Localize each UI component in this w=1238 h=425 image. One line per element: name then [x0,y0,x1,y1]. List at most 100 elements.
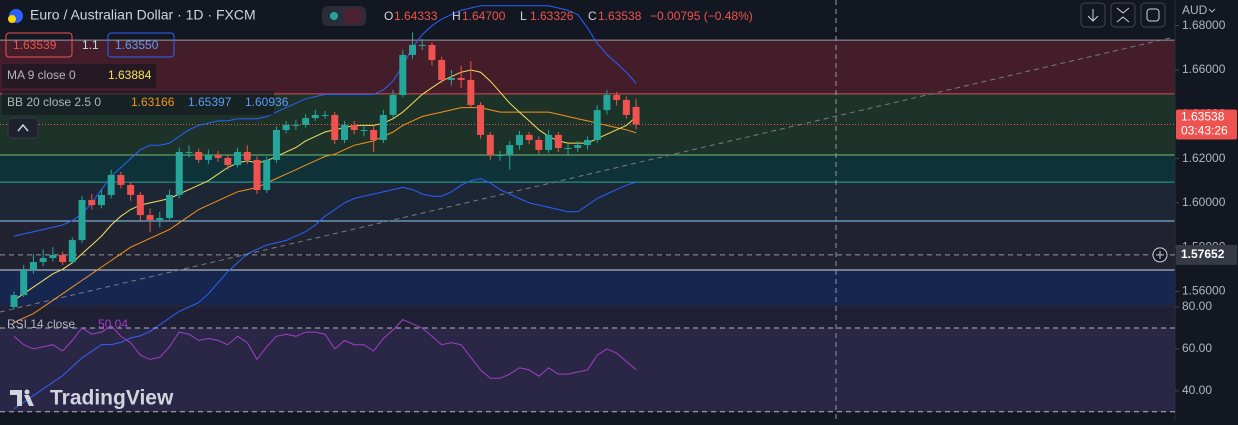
ohlc-value: 1.63538 [598,9,642,23]
candle-body [175,151,183,195]
logo-icon [24,389,30,395]
candle-body [447,77,455,80]
candle-body [340,124,348,140]
countdown: 03:43:26 [1181,124,1228,138]
bb-basis [13,107,637,323]
ohlc-key: O [384,9,393,23]
status-icon [344,8,362,24]
rsi-pane [0,305,1175,412]
collapse-button[interactable] [7,117,39,139]
candle-body [370,130,378,140]
candle-body [525,134,533,140]
candle-body [632,106,640,125]
candle-body [272,130,280,160]
rsi-line [13,319,637,379]
candle-body [214,155,222,158]
candle-body [399,54,407,96]
ohlc-value: 1.64700 [462,9,506,23]
symbol-icon [8,15,16,23]
bb-upper-value: 1.65397 [188,95,232,109]
candle-body [428,44,436,61]
y-tick-label: 1.62000 [1182,151,1226,165]
candle-body [146,215,154,220]
bb-legend[interactable]: BB 20 close 2.5 0 [7,95,101,109]
candle-body [234,151,242,166]
ohlc-key: H [452,9,461,23]
price-tag [1176,109,1237,140]
y-tick-label: 60.00 [1182,341,1212,355]
candle-body [438,60,446,80]
candle-body [457,77,465,80]
candle-body [321,114,329,116]
candle-body [107,174,115,195]
bb-lower [13,177,637,410]
candle-body [185,151,193,153]
candle-body [282,124,290,131]
ohlc-key: C [588,9,597,23]
candle-body [593,110,601,140]
candle-body [515,134,523,146]
ask-box[interactable] [107,32,175,58]
candle-body [49,254,57,259]
price-axis: 1.680001.660001.640001.620001.600001.580… [1175,18,1237,397]
candle-body [97,194,105,206]
candle-body [467,79,475,105]
candle-body [496,155,504,157]
candle-body [10,295,18,307]
ohlc-value: 1.64333 [394,9,438,23]
y-tick-label: 1.68000 [1182,18,1226,32]
logo: TradingView [50,387,174,410]
y-tick-label: 1.60000 [1182,195,1226,209]
ma-line [13,69,637,301]
candle-body [486,134,494,156]
currency-chevron [1208,8,1216,13]
currency[interactable]: AUD [1182,3,1208,17]
change: −0.00795 (−0.48%) [650,9,753,23]
candle-body [564,147,572,149]
candle-body [117,174,125,185]
crosshair-tag [1176,244,1237,265]
y-tick-label: 80.00 [1182,299,1212,313]
candle-body [379,114,387,140]
legend-bg [2,91,274,115]
zone [0,40,1175,94]
candle-body [545,134,553,150]
ohlc-key: L [520,9,527,23]
bb-upper [13,5,637,237]
candle-body [331,114,339,140]
candle-body [418,44,426,46]
zone [0,182,1175,222]
candle-body [204,155,212,160]
fullscreen-icon [1146,8,1160,22]
bid-box[interactable] [5,32,73,58]
candle-body [166,194,174,218]
candle-body [535,139,543,150]
candle-body [59,254,67,263]
candle-body [224,157,232,166]
legend-bg [2,64,156,88]
candle-body [29,262,37,271]
fit-icon [1116,7,1130,23]
candle-body [136,194,144,216]
bb-basis-value: 1.63166 [131,95,175,109]
fullscreen-button[interactable] [1140,2,1166,28]
candle-body [477,104,485,135]
ma-legend[interactable]: MA 9 close 0 [7,68,76,82]
candle-body [292,124,300,126]
plot [0,5,1175,413]
candle-body [389,95,397,115]
candle-body [156,217,164,220]
candle-body [311,114,319,119]
candle-body [78,200,86,241]
candle-body [243,151,251,160]
candle-body [127,184,135,195]
fit-button[interactable] [1110,2,1136,28]
bb-lower-value: 1.60936 [245,95,289,109]
candle-body [195,151,203,160]
candle-body [506,145,514,156]
candle-body [603,95,611,111]
candle-body [554,134,562,148]
rsi-legend[interactable]: RSI 14 close [7,317,75,331]
